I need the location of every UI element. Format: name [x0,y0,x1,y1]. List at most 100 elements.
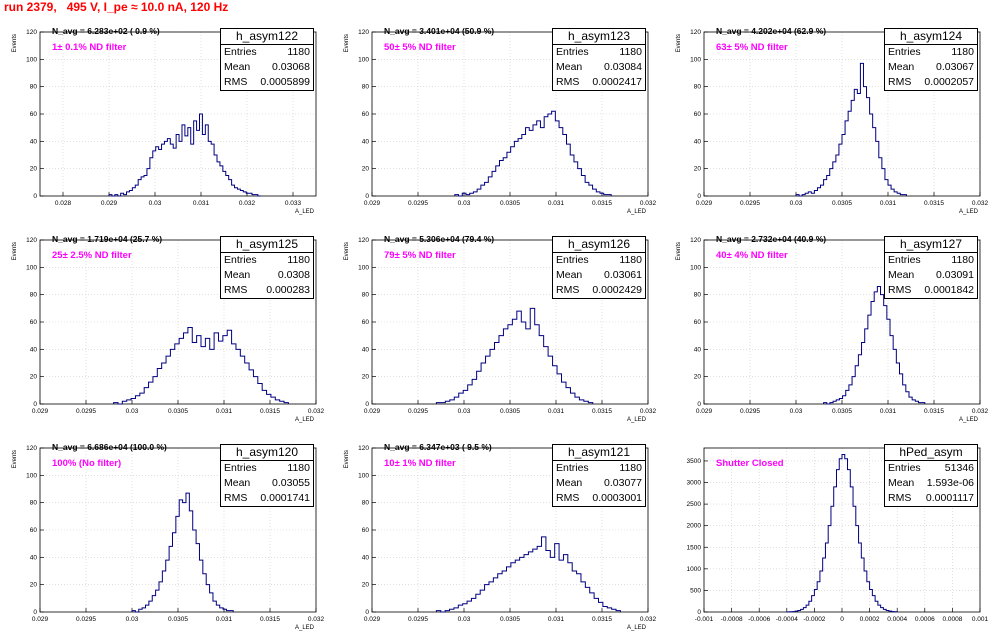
x-tick-label: 0.0305 [168,616,188,623]
histogram-series [435,307,594,404]
stats-label: RMS [556,492,580,504]
x-tick-label: 0.032 [972,200,989,207]
y-tick-label: 80 [362,84,370,91]
y-tick-label: 100 [690,264,701,271]
stats-value: 0.03067 [936,61,974,73]
stats-label: RMS [224,284,248,296]
x-tick-label: 0.001 [972,616,989,623]
stats-box-title: hPed_asym [885,445,977,461]
stats-label: Mean [888,477,915,489]
histogram-panel-h_asym126: 0.029 0.0295 0.03 0.0305 0.031 0.0315 0.032 0 20… [332,222,664,429]
y-tick-label: 0 [365,193,369,200]
y-tick-label: 2000 [687,523,702,530]
stats-value: 0.03084 [604,61,642,73]
stats-label: Entries [556,462,589,474]
y-tick-label: 20 [30,374,38,381]
filter-annotation: 1± 0.1% ND filter [52,42,127,53]
y-tick-label: 100 [26,472,37,479]
x-tick-label: 0.0305 [832,408,852,415]
y-tick-label: 3500 [687,458,702,465]
stats-label: RMS [224,76,248,88]
x-tick-label: 0.0305 [500,616,520,623]
stats-box: h_asym127 Entries 1180 Mean 0.03091 RMS 0.0001… [884,236,978,299]
x-tick-label: 0.0002 [860,616,880,623]
navg-label: N_avg = 6.347e+03 ( 9.5 %) [384,442,492,452]
stats-value: 0.03077 [604,477,642,489]
y-tick-label: 40 [694,346,702,353]
stats-row-entries: Entries 1180 [885,253,977,268]
navg-label: N_avg = 2.732e+04 (40.9 %) [716,234,827,244]
x-tick-label: 0.031 [548,408,565,415]
stats-value: 0.0308 [277,269,310,281]
histogram-svg: 0.029 0.0295 0.03 0.0305 0.031 0.0315 0.032 0 20… [344,237,657,423]
histogram-series [786,453,898,613]
stats-label: Entries [224,462,257,474]
x-tick-label: 0.032 [972,408,989,415]
y-tick-label: 120 [26,445,37,452]
y-tick-label: 120 [26,29,37,36]
histogram-panel-h_asym122: 0.028 0.029 0.03 0.031 0.032 0.033 0 20 40 60 80 10… [0,14,332,221]
stats-box: h_asym123 Entries 1180 Mean 0.03084 RMS 0.0002… [552,28,646,91]
stats-value: 1180 [287,254,310,266]
stats-box: h_asym125 Entries 1180 Mean 0.0308 RMS 0.00028… [220,236,314,299]
navg-label: N_avg = 5.306e+04 (79.4 %) [384,234,495,244]
stats-label: RMS [556,76,580,88]
histogram-panel-h_asym127: 0.029 0.0295 0.03 0.0305 0.031 0.0315 0.032 0 20… [664,222,996,429]
y-tick-label: 20 [362,166,370,173]
stats-row-entries: Entries 1180 [553,45,645,60]
y-tick-label: 120 [358,237,369,244]
x-tick-label: 0.029 [364,408,381,415]
histogram-panel-h_asym123: 0.029 0.0295 0.03 0.0305 0.031 0.0315 0.032 0 20… [332,14,664,221]
stats-row-rms: RMS 0.0001117 [885,491,977,506]
x-tick-label: 0.031 [548,200,565,207]
y-axis-label: Events [12,242,18,260]
x-tick-label: 0.0295 [740,408,760,415]
stats-box-title: h_asym126 [553,237,645,253]
x-tick-label: 0.0305 [168,408,188,415]
x-axis-label: A_LED [295,417,315,423]
y-tick-label: 120 [690,237,701,244]
x-axis-label: A_LED [295,625,315,631]
stats-row-rms: RMS 0.0002057 [885,75,977,90]
x-axis-label: A_LED [295,209,315,215]
x-tick-label: 0.0295 [76,616,96,623]
stats-row-entries: Entries 51346 [885,461,977,476]
y-tick-label: 80 [362,292,370,299]
y-tick-label: 0 [33,609,37,616]
navg-label: N_avg = 4.202e+04 (62.9 %) [716,26,827,36]
histogram-series [795,62,907,197]
y-tick-label: 20 [30,582,38,589]
navg-label: N_avg = 1.719e+04 (25.7 %) [52,234,163,244]
y-tick-label: 100 [26,264,37,271]
navg-label: N_avg = 3.401e+04 (50.9 %) [384,26,495,36]
y-tick-label: 60 [694,111,702,118]
stats-label: RMS [888,284,912,296]
y-axis-label: Events [676,242,682,260]
stats-row-mean: Mean 0.03068 [221,60,313,75]
stats-value: 1180 [619,46,642,58]
stats-box-title: h_asym127 [885,237,977,253]
x-tick-label: 0 [840,616,844,623]
x-tick-label: 0.032 [239,200,256,207]
x-tick-label: 0.029 [364,200,381,207]
x-tick-label: 0.029 [696,200,713,207]
y-tick-label: 1500 [687,544,702,551]
y-tick-label: 20 [362,582,370,589]
y-tick-label: 60 [694,319,702,326]
stats-row-rms: RMS 0.0002429 [553,283,645,298]
x-tick-label: 0.03 [458,200,471,207]
stats-box-title: h_asym125 [221,237,313,253]
filter-annotation: Shutter Closed [716,458,784,469]
histogram-series [131,492,234,613]
histogram-series [108,113,261,197]
x-tick-label: 0.029 [364,616,381,623]
stats-value: 1180 [287,46,310,58]
x-tick-label: 0.03 [458,616,471,623]
histogram-panel-h_asym124: 0.029 0.0295 0.03 0.0305 0.031 0.0315 0.032 0 20… [664,14,996,221]
x-tick-label: 0.0305 [500,408,520,415]
stats-value: 0.0003001 [592,492,642,504]
stats-row-rms: RMS 0.000283 [221,283,313,298]
stats-label: Mean [224,61,251,73]
stats-value: 1180 [951,46,974,58]
x-tick-label: 0.03 [126,408,139,415]
